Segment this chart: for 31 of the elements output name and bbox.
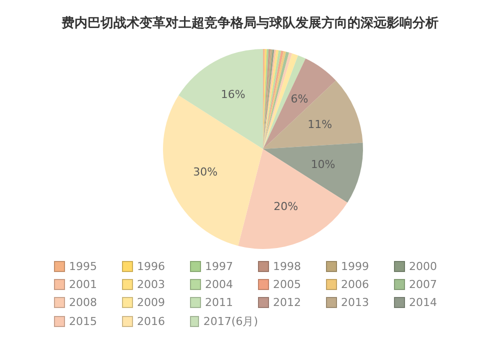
legend-label: 1995 — [69, 260, 97, 273]
data-label: 11% — [308, 118, 332, 131]
legend-label: 2008 — [69, 296, 97, 309]
legend-label: 2016 — [137, 315, 165, 328]
data-label: 30% — [193, 165, 218, 178]
legend-label: 1997 — [205, 260, 233, 273]
legend-label: 1996 — [137, 260, 165, 273]
pie-slice — [238, 149, 348, 249]
legend-label: 2013 — [341, 296, 369, 309]
legend-label: 2005 — [273, 278, 301, 291]
legend-label: 2006 — [341, 278, 369, 291]
data-label: 20% — [274, 200, 298, 214]
legend-label: 2001 — [69, 278, 97, 291]
legend-label: 2007 — [409, 278, 437, 291]
legend-label: 2000 — [409, 260, 437, 273]
pie-slice — [263, 80, 363, 149]
legend-label: 1999 — [341, 260, 369, 273]
legend-label: 2004 — [205, 278, 233, 291]
legend-label: 2003 — [137, 278, 165, 291]
data-label: 6% — [290, 92, 308, 106]
legend-label: 2012 — [273, 296, 301, 309]
chart-title: 费内巴切战术变革对土超竞争格局与球队发展方向的深远影响分析 — [60, 14, 440, 32]
data-label: 16% — [220, 88, 246, 102]
legend-label: 1998 — [273, 260, 301, 273]
data-label: 10% — [310, 158, 336, 171]
legend-label: 2015 — [69, 315, 97, 328]
legend-label: 2014 — [409, 296, 437, 309]
legend-label: 2017(6月) — [203, 314, 258, 329]
legend-label: 2011 — [205, 296, 233, 309]
legend-label: 2009 — [137, 296, 165, 309]
pie-slice — [263, 142, 363, 203]
